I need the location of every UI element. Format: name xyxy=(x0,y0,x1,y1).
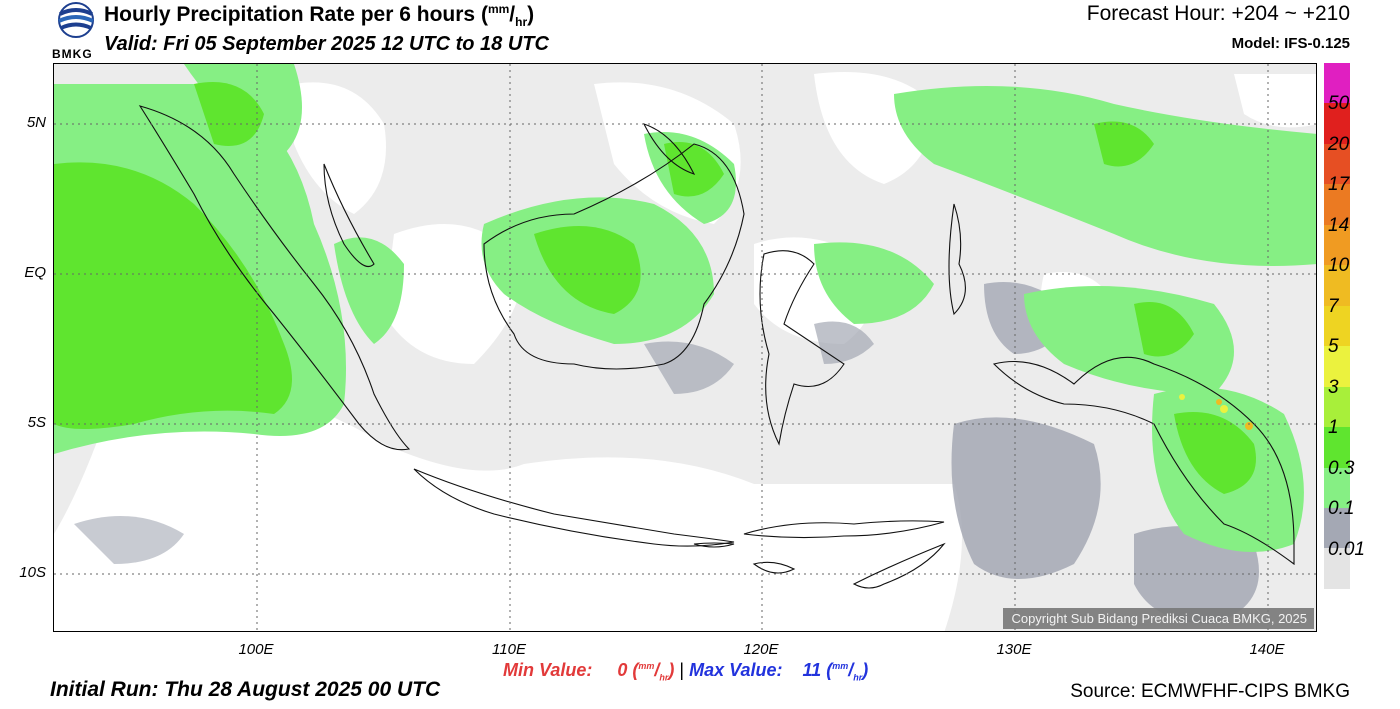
legend-swatch xyxy=(1324,184,1350,225)
title-unit-close: ) xyxy=(527,3,535,26)
title-unit-num: mm xyxy=(487,2,510,16)
model-name: Model: IFS-0.125 xyxy=(1231,35,1350,52)
max-unit-den: hr xyxy=(853,672,863,683)
bmkg-logo xyxy=(52,2,100,60)
philippines-outline xyxy=(642,123,696,175)
java-outline xyxy=(413,468,735,547)
title-unit-open: ( xyxy=(480,3,488,26)
lat-label: 5S xyxy=(27,414,46,431)
map-title: Hourly Precipitation Rate per 6 hours (m… xyxy=(104,2,534,29)
legend-swatch xyxy=(1324,265,1350,306)
legend-swatch xyxy=(1324,427,1350,468)
coastlines xyxy=(138,105,1295,589)
legend-label: 0.3 xyxy=(1328,457,1355,479)
min-unit-num: mm xyxy=(638,661,655,671)
precipitation-map xyxy=(53,63,1317,632)
moderate-rain-areas xyxy=(54,82,1256,494)
max-label: Max Value: xyxy=(689,660,783,680)
legend-label: 10 xyxy=(1328,255,1350,277)
graticule xyxy=(54,64,1316,631)
legend-swatch xyxy=(1324,143,1350,185)
lat-label: 10S xyxy=(19,564,46,581)
legend-label: 7 xyxy=(1328,295,1339,317)
legend-swatch xyxy=(1324,63,1350,104)
malay-peninsula-outline xyxy=(323,163,375,268)
logo-text: BMKG xyxy=(52,47,93,61)
legend-swatch xyxy=(1324,224,1350,266)
legend-label: 17 xyxy=(1328,174,1350,196)
legend-label: 0.1 xyxy=(1328,498,1355,520)
legend-label: 5 xyxy=(1328,336,1339,358)
min-unit-den: hr xyxy=(659,672,669,683)
legend-swatch xyxy=(1324,507,1350,549)
legend-label: 3 xyxy=(1328,376,1339,398)
initial-run: Initial Run: Thu 28 August 2025 00 UTC xyxy=(50,678,441,701)
title-unit-sep: / xyxy=(509,3,516,26)
legend-swatch xyxy=(1324,467,1350,508)
halmahera-outline xyxy=(948,203,966,316)
min-max-separator: | xyxy=(679,660,685,680)
legend-label: 14 xyxy=(1328,214,1350,236)
legend-label: 20 xyxy=(1328,133,1350,155)
title-unit-den: hr xyxy=(515,15,528,30)
min-value-group: Min Value: 0 (mm/hr) xyxy=(503,660,680,683)
bmkg-globe-icon xyxy=(58,2,94,38)
papua-outline xyxy=(992,356,1295,566)
max-value: 11 xyxy=(802,660,822,680)
heavy-rain-spots xyxy=(1179,394,1253,430)
lat-label: 5N xyxy=(26,114,46,131)
map-canvas xyxy=(54,64,1316,631)
copyright-notice: Copyright Sub Bidang Prediksi Cuaca BMKG… xyxy=(1003,608,1314,629)
legend-swatch xyxy=(1324,305,1350,347)
legend-swatch xyxy=(1324,386,1350,428)
valid-time: Valid: Fri 05 September 2025 12 UTC to 1… xyxy=(104,33,549,55)
min-label: Min Value: xyxy=(503,660,593,680)
max-value-group: Max Value: 11 (mm/hr) xyxy=(689,660,869,683)
lon-label: 140E xyxy=(1249,641,1285,658)
legend-label: 50 xyxy=(1328,93,1350,115)
lon-label: 130E xyxy=(996,641,1032,658)
sulawesi-outline xyxy=(759,250,845,446)
forecast-hour: Forecast Hour: +204 ~ +210 xyxy=(1086,2,1350,25)
data-source: Source: ECMWFHF-CIPS BMKG xyxy=(1070,681,1350,702)
min-max-values: Min Value: 0 (mm/hr) | Max Value: 11 (mm… xyxy=(503,660,868,683)
title-text: Hourly Precipitation Rate per 6 hours xyxy=(104,3,476,26)
timor-outline xyxy=(852,542,946,589)
bali-lombok-outline xyxy=(693,542,735,548)
legend-label: 1 xyxy=(1328,417,1339,439)
legend-swatch xyxy=(1324,548,1350,589)
legend-label: 0.01 xyxy=(1328,538,1365,560)
lon-label: 120E xyxy=(743,641,779,658)
legend-colorbar xyxy=(1324,63,1350,589)
sumba-outline xyxy=(752,561,796,574)
min-value: 0 xyxy=(617,660,628,680)
legend-swatch xyxy=(1324,103,1350,144)
borneo-outline xyxy=(483,143,745,370)
legend-swatch xyxy=(1324,346,1350,387)
lon-label: 100E xyxy=(238,641,274,658)
nusa-tenggara-outline xyxy=(743,520,945,539)
lat-label: EQ xyxy=(24,264,46,281)
lon-label: 110E xyxy=(492,641,526,658)
max-unit-num: mm xyxy=(832,661,849,671)
sumatra-outline xyxy=(138,105,411,451)
